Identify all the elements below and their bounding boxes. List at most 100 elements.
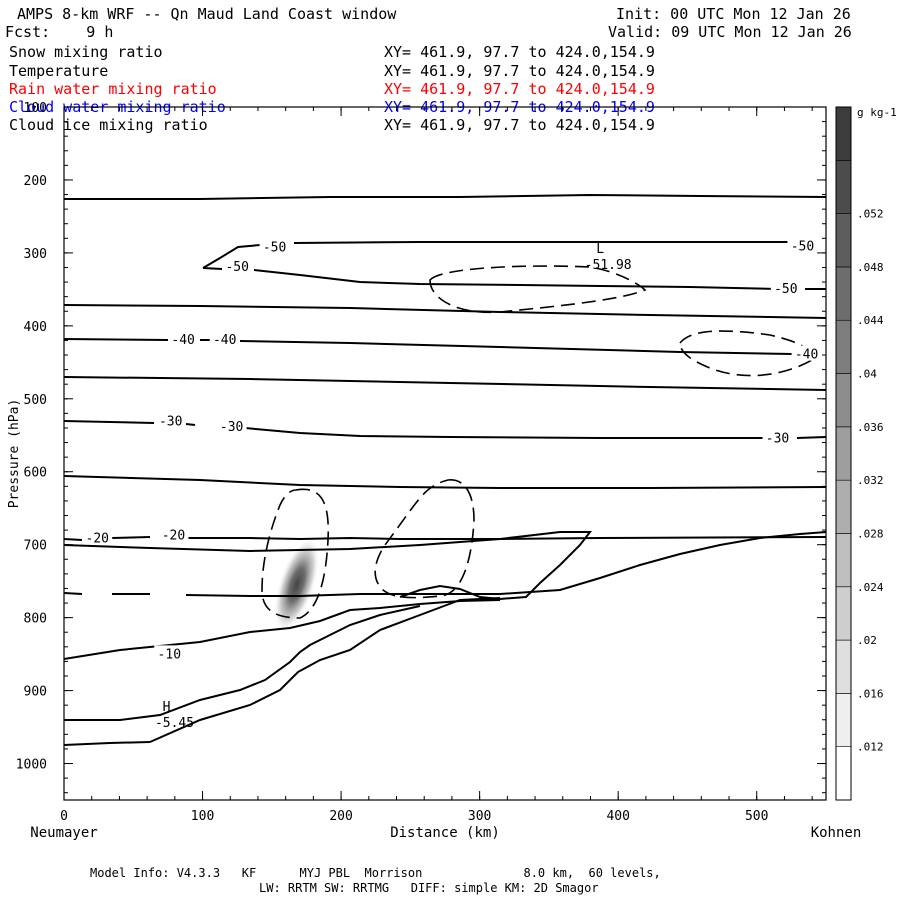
colorbar-tick-label: .012 [857,741,884,754]
colorbar-unit: g kg-1 [857,106,897,119]
isotherm-line [63,599,501,660]
isotherm-line [111,536,151,539]
contour-labels: -50 -50 -50 -50 -40 -40 -40 -30 -30 -30 -20 -20 -10 L… [82,237,822,731]
colorbar-tick-label: .036 [857,421,884,434]
extremum-value: -51.98 [585,258,632,273]
isotherm-label: -20 [86,531,109,546]
isotherm-line [149,597,501,743]
x-tick-label: 200 [329,809,352,824]
field-temperature-name: Temperature [9,62,109,80]
isotherm-line [239,340,793,355]
isotherm-label: -40 [171,333,194,348]
colorbar-segment [835,746,852,801]
snow-mixing-ratio-maximum [273,536,320,633]
temperature-contours [63,193,827,746]
colorbar-tick-label: .044 [857,314,884,327]
field-cloud-ice-xy: XY= 461.9, 97.7 to 424.0,154.9 [384,116,655,134]
isotherm-line [244,427,764,439]
isotherm-line [63,475,827,489]
plot-frame [63,106,827,801]
colorbar-tick-label: .016 [857,687,884,700]
forecast-hour: Fcst: 9 h [5,23,114,41]
contour-label-bg [155,412,186,428]
isotherm-label: -30 [766,431,789,446]
colorbar-segment [835,533,852,588]
contour-label-bg [158,526,189,542]
y-axis-title: Pressure (hPa) [7,399,22,509]
x-right-station-label: Kohnen [811,825,862,841]
contour-label-bg [209,330,240,346]
colorbar-segment [835,319,852,374]
colorbar-segment [835,213,852,268]
field-rain-xy: XY= 461.9, 97.7 to 424.0,154.9 [384,80,655,98]
x-tick-label: 400 [606,809,629,824]
y-tick-label: 400 [24,320,47,335]
contour-label-bg [82,529,113,545]
colorbar-tick-label: .028 [857,527,884,540]
y-tick-label: 500 [24,393,47,408]
colorbar-segment [835,639,852,694]
isotherm-line [185,531,827,597]
chart-title: AMPS 8-km WRF -- Qn Maud Land Coast wind… [17,5,397,23]
x-left-station-label: Neumayer [30,825,97,841]
isotherm-label: -30 [159,415,182,430]
isotherm-line [253,269,779,290]
valid-time: Valid: 09 UTC Mon 12 Jan 26 [608,23,852,41]
colorbar-segment [835,426,852,481]
colorbar-frame [835,106,852,801]
isotherm-line [185,423,196,426]
field-rain-name: Rain water mixing ratio [9,80,217,98]
y-tick-label: 700 [24,539,47,554]
isotherm-label: -40 [795,348,818,363]
y-tick-label: 200 [24,174,47,189]
field-snow-xy: XY= 461.9, 97.7 to 424.0,154.9 [384,43,655,61]
colorbar-tick-label: .048 [857,261,884,274]
y-tick-label: 800 [24,612,47,627]
contour-label-bg [259,238,290,254]
field-temperature-xy: XY= 461.9, 97.7 to 424.0,154.9 [384,62,655,80]
colorbar-tick-label: .024 [857,581,884,594]
extremum-value: -5.45 [155,716,194,731]
field-cloud-ice-name: Cloud ice mixing ratio [9,116,208,134]
isotherm-label: -10 [158,647,181,662]
x-tick-label: 300 [468,809,491,824]
isotherm-line [64,605,421,721]
isotherm-line [63,420,155,424]
x-axis-title: Distance (km) [390,825,500,841]
isotherm-label: -30 [220,420,243,435]
y-tick-label: 600 [24,466,47,481]
isotherm-line [63,741,151,746]
y-tick-label: 900 [24,685,47,700]
isotherm-label: -50 [791,240,814,255]
colorbar-tick-label: .02 [857,634,877,647]
isotherm-label: -50 [263,240,286,255]
contour-label-bg [168,330,199,346]
colorbar-segment [835,693,852,747]
colorbar-segment [835,106,852,161]
y-tick-label: 100 [24,101,47,116]
cloud-ice-contour [429,265,647,314]
colorbar-segment [835,266,852,321]
contour-label-bg [787,237,818,253]
isotherm-line [64,193,827,200]
cloud-ice-contour [261,488,330,619]
colorbar-segment [835,160,852,214]
contour-label-bg [216,417,247,433]
isotherm-line [63,531,593,601]
contour-label-bg [770,279,801,295]
isotherm-label: -50 [225,260,248,275]
colorbar-segment [835,373,852,428]
cloud-ice-contours [261,265,814,619]
axes: 0 100 200 300 400 500 100 200 300 400 500 600 700 800… [7,101,861,841]
isotherm-label: -40 [213,333,236,348]
cloud-ice-contour [374,479,475,599]
contour-label-bg [222,258,253,274]
colorbar-tick-label: .04 [857,368,877,381]
contour-label-bg [791,345,822,361]
model-info-line2: LW: RRTM SW: RRTMG DIFF: simple KM: 2D S… [259,881,599,895]
isotherm-label: -50 [774,282,797,297]
extremum-letter: H [163,700,171,715]
x-tick-label: 100 [191,809,214,824]
isotherm-line [202,267,223,270]
contour-label-bg [762,429,793,445]
